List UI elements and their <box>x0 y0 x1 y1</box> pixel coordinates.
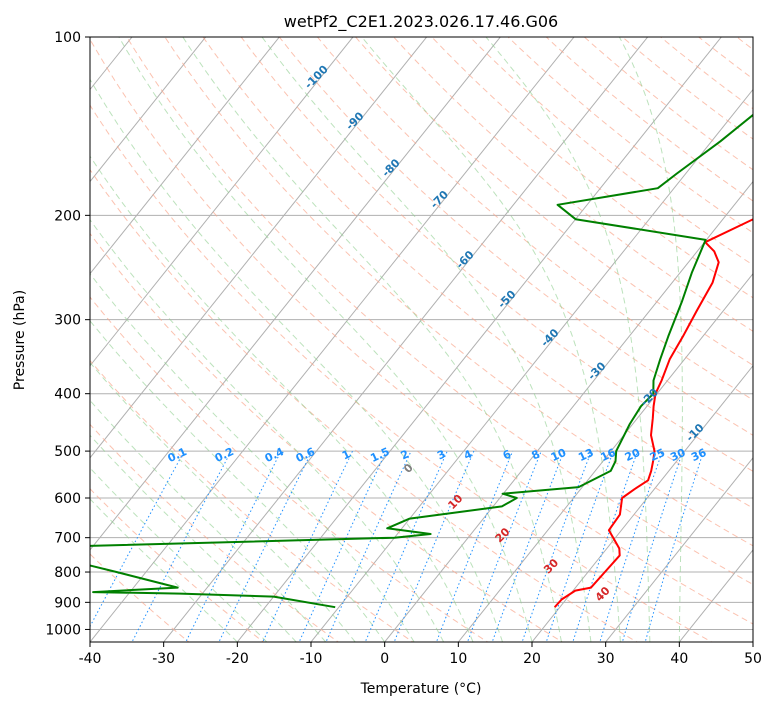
x-axis-label: Temperature (°C) <box>360 681 482 697</box>
x-tick-label: -20 <box>226 651 249 667</box>
y-tick-label: 400 <box>54 387 81 403</box>
x-tick-label: 10 <box>449 651 467 667</box>
y-tick-label: 500 <box>54 444 81 460</box>
y-tick-label: 200 <box>54 208 81 224</box>
y-axis-label: Pressure (hPa) <box>12 290 28 390</box>
y-tick-label: 700 <box>54 531 81 547</box>
x-tick-label: 20 <box>523 651 541 667</box>
chart-title: wetPf2_C2E1.2023.026.17.46.G06 <box>284 12 558 32</box>
y-tick-label: 100 <box>54 30 81 46</box>
x-tick-label: 30 <box>597 651 615 667</box>
x-tick-label: 50 <box>744 651 762 667</box>
y-tick-label: 600 <box>54 491 81 507</box>
x-tick-label: 40 <box>670 651 688 667</box>
y-tick-label: 1000 <box>45 622 81 638</box>
x-tick-label: -10 <box>300 651 323 667</box>
y-tick-label: 300 <box>54 313 81 329</box>
y-tick-label: 900 <box>54 595 81 611</box>
y-tick-label: 800 <box>54 565 81 581</box>
x-tick-label: -30 <box>152 651 175 667</box>
x-tick-label: -40 <box>79 651 102 667</box>
x-tick-label: 0 <box>380 651 389 667</box>
